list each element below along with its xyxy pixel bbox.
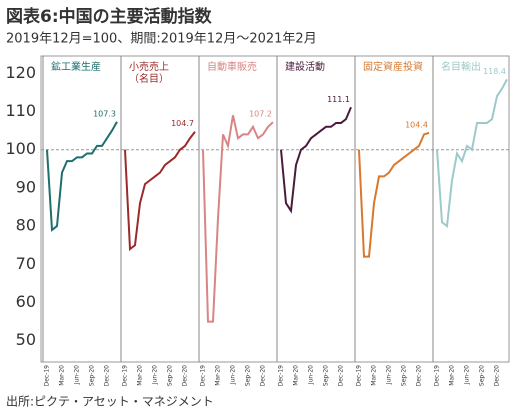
x-tick-label: Mar-20 — [293, 365, 300, 386]
end-value-label: 111.1 — [327, 95, 350, 104]
chart-title: 図表6:中国の主要活動指数 — [6, 6, 213, 27]
x-tick-label: Dec-19 — [434, 365, 441, 387]
x-tick-label: Mar-20 — [215, 365, 222, 386]
y-tick-label: 120 — [5, 63, 36, 82]
series-line — [358, 131, 430, 258]
x-tick-label: Jun-20 — [386, 365, 393, 385]
y-tick-label: 70 — [16, 254, 36, 273]
end-value-label: 104.4 — [405, 120, 428, 129]
series-line — [202, 115, 274, 323]
x-tick-label: Sep-20 — [89, 365, 96, 386]
y-tick-label: 80 — [16, 216, 36, 235]
y-tick-label: 60 — [16, 292, 36, 311]
x-tick-label: Sep-20 — [479, 365, 486, 386]
series-name: 鉱工業生産 — [51, 62, 101, 73]
x-tick-label: Jun-20 — [152, 365, 159, 385]
series-name: 名目輸出 — [441, 62, 481, 73]
end-value-label: 107.2 — [249, 110, 272, 119]
x-tick-label: Jun-20 — [230, 365, 237, 385]
series-line — [46, 121, 118, 232]
end-value-label: 118.4 — [483, 67, 506, 76]
x-tick-label: Dec-20 — [416, 365, 423, 387]
y-tick-label: 50 — [16, 330, 36, 349]
y-tick-label: 110 — [5, 101, 36, 120]
x-tick-label: Jun-20 — [308, 365, 315, 385]
x-tick-label: Dec-19 — [44, 365, 51, 387]
x-tick-label: Dec-20 — [260, 365, 267, 387]
x-tick-label: Mar-20 — [449, 365, 456, 386]
x-tick-label: Dec-19 — [356, 365, 363, 387]
x-tick-label: Sep-20 — [323, 365, 330, 386]
x-tick-label: Sep-20 — [401, 365, 408, 386]
end-value-label: 107.3 — [93, 109, 116, 118]
chart-subtitle: 2019年12月=100、期間:2019年12月～2021年2月 — [6, 32, 317, 47]
x-tick-label: Sep-20 — [167, 365, 174, 386]
x-tick-label: Dec-20 — [338, 365, 345, 387]
series-name: 小売売上（名目） — [129, 62, 169, 85]
series-line — [436, 78, 508, 228]
x-tick-label: Mar-20 — [137, 365, 144, 386]
x-tick-label: Jun-20 — [464, 365, 471, 385]
x-tick-label: Mar-20 — [371, 365, 378, 386]
x-tick-label: Dec-19 — [122, 365, 129, 387]
x-tick-label: Dec-20 — [104, 365, 111, 387]
series-line — [280, 106, 352, 214]
series-name: 固定資産投資 — [363, 62, 423, 73]
x-tick-label: Sep-20 — [245, 365, 252, 386]
series-name: 建設活動 — [285, 62, 325, 73]
plot-frame — [40, 55, 510, 363]
x-tick-label: Jun-20 — [74, 365, 81, 385]
x-tick-label: Dec-20 — [494, 365, 501, 387]
x-tick-label: Dec-19 — [278, 365, 285, 387]
series-line — [124, 131, 196, 251]
series-name: 自動車販売 — [207, 62, 257, 73]
y-tick-label: 90 — [16, 177, 36, 196]
end-value-label: 104.7 — [171, 119, 194, 128]
x-tick-label: Mar-20 — [59, 365, 66, 386]
x-tick-label: Dec-19 — [200, 365, 207, 387]
y-tick-label: 100 — [5, 139, 36, 158]
x-tick-label: Dec-20 — [182, 365, 189, 387]
source: 出所:ピクテ・アセット・マネジメント — [6, 395, 214, 409]
